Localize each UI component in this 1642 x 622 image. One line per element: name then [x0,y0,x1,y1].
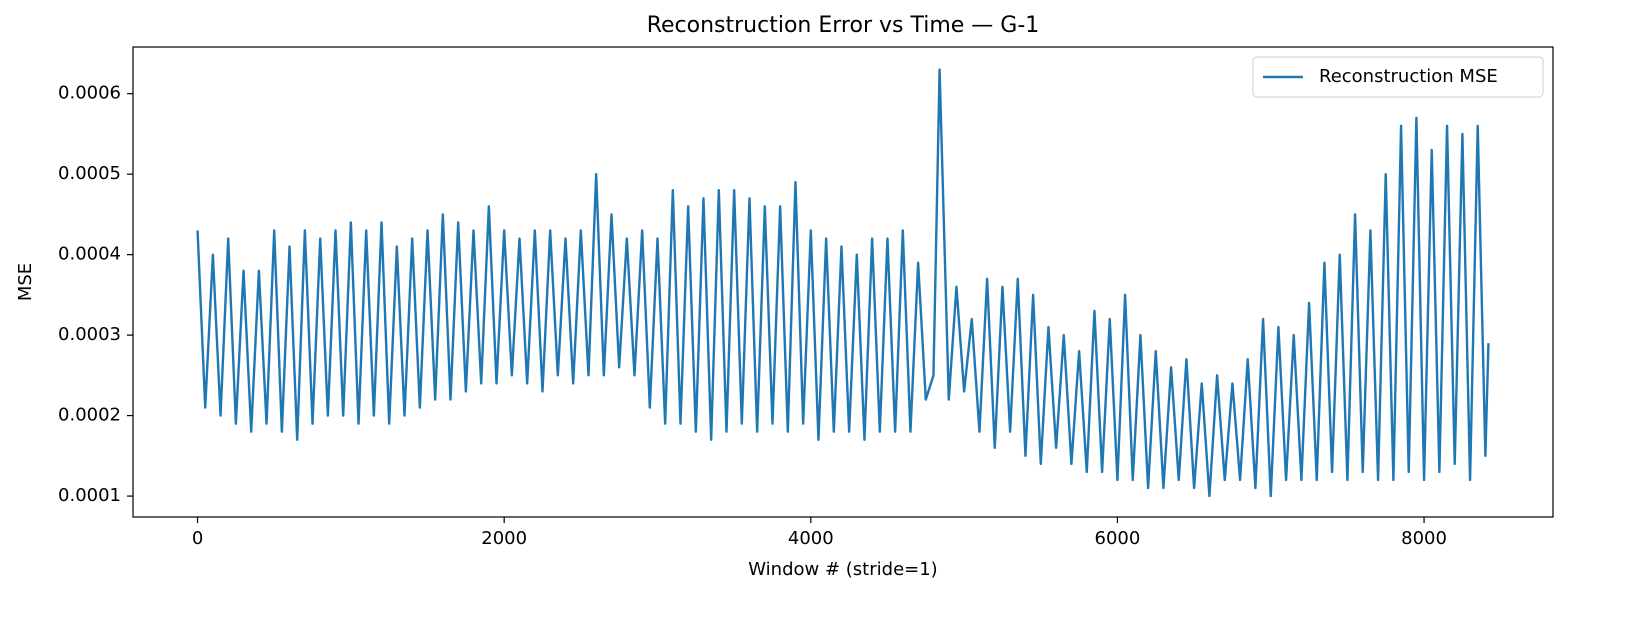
x-tick-label: 0 [192,528,203,549]
plot-frame [132,46,1554,518]
x-tick-label: 8000 [1401,528,1447,549]
y-tick-label: 0.0005 [58,163,121,184]
y-tick-label: 0.0002 [58,405,121,426]
chart-title: Reconstruction Error vs Time — G-1 [647,13,1040,38]
legend-box [1252,56,1544,98]
y-axis-label: MSE [15,263,36,301]
y-tick-label: 0.0004 [58,244,121,265]
x-tick-label: 4000 [788,528,834,549]
data-line [196,68,1490,498]
x-tick-label: 6000 [1095,528,1141,549]
x-tick-label: 2000 [481,528,527,549]
y-tick-label: 0.0001 [58,485,121,506]
x-axis-label: Window # (stride=1) [748,559,937,580]
y-tick-label: 0.0006 [58,83,121,104]
y-tick-label: 0.0003 [58,324,121,345]
legend-label: Reconstruction MSE [1319,66,1498,87]
